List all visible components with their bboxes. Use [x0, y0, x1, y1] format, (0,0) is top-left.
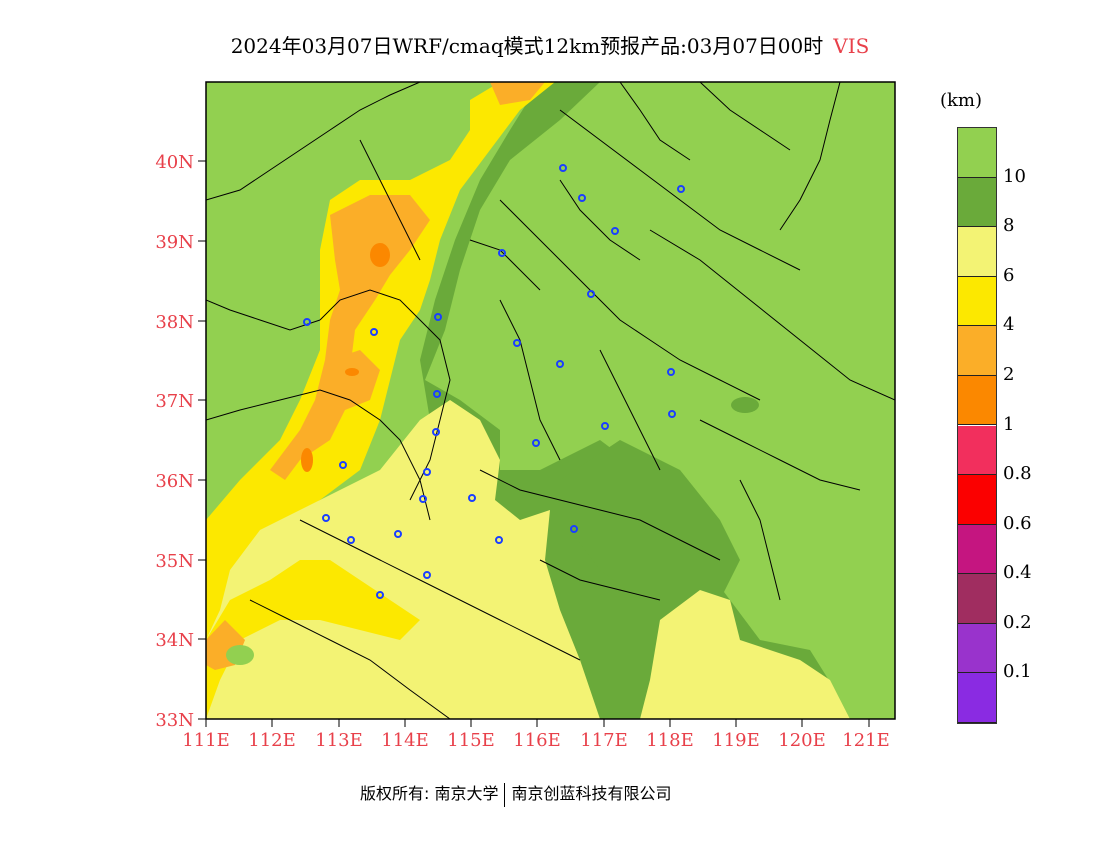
city-marker — [423, 571, 431, 579]
city-marker — [556, 360, 564, 368]
city-marker — [559, 164, 567, 172]
lon-label-119: 119E — [712, 730, 760, 751]
legend-label: 4 — [1003, 314, 1015, 336]
copyright-footer: 版权所有: 南京大学 南京创蓝科技有限公司 — [360, 780, 672, 807]
title-main: 2024年03月07日WRF/cmaq模式12km预报产品:03月07日00时 — [230, 34, 824, 58]
lon-label-111: 111E — [182, 730, 230, 751]
lon-ticks — [205, 719, 870, 727]
legend-label: 0.1 — [1003, 661, 1032, 683]
lat-label-39: 39N — [155, 232, 194, 253]
vis-region-6-8 — [206, 400, 600, 719]
city-marker — [432, 428, 440, 436]
city-marker — [601, 422, 609, 430]
lon-label-113: 113E — [315, 730, 363, 751]
lat-label-35: 35N — [155, 551, 194, 572]
city-marker — [532, 439, 540, 447]
vis-region-2-4-b — [330, 350, 380, 410]
legend-swatch — [958, 326, 996, 376]
lat-label-37: 37N — [155, 391, 194, 412]
legend-swatch — [958, 128, 996, 178]
city-marker — [513, 339, 521, 347]
lat-label-33: 33N — [155, 710, 194, 731]
city-marker — [347, 536, 355, 544]
city-marker — [433, 390, 441, 398]
city-marker — [578, 194, 586, 202]
vis-region-2-4-d — [490, 82, 545, 105]
legend-swatch — [958, 276, 996, 327]
city-marker — [587, 290, 595, 298]
vis-region-8-10-spot — [731, 397, 759, 413]
legend-swatch — [958, 673, 996, 723]
legend-label: 10 — [1003, 165, 1026, 187]
legend-swatch — [958, 623, 996, 674]
lon-label-121: 121E — [842, 730, 890, 751]
lon-label-114: 114E — [381, 730, 429, 751]
lon-label-117: 117E — [580, 730, 628, 751]
legend-label: 2 — [1003, 363, 1015, 385]
map-fill — [206, 82, 895, 719]
legend-label: 6 — [1003, 264, 1015, 286]
city-marker — [434, 313, 442, 321]
city-markers — [303, 164, 685, 599]
vis-region-gt10-spot — [226, 645, 254, 665]
legend-label: 0.6 — [1003, 512, 1032, 534]
city-marker — [339, 461, 347, 469]
lon-label-115: 115E — [447, 730, 495, 751]
vis-region-1-2-b — [345, 368, 359, 376]
city-marker — [495, 536, 503, 544]
legend-swatch — [958, 177, 996, 228]
lon-label-118: 118E — [646, 730, 694, 751]
lon-label-116: 116E — [513, 730, 561, 751]
title-variable: VIS — [833, 34, 870, 58]
city-marker — [376, 591, 384, 599]
legend-swatch — [958, 524, 996, 575]
legend-swatch — [958, 574, 996, 624]
city-marker — [423, 468, 431, 476]
lat-label-34: 34N — [155, 630, 194, 651]
city-marker — [468, 494, 476, 502]
legend-label: 0.4 — [1003, 562, 1032, 584]
city-marker — [570, 525, 578, 533]
city-marker — [668, 410, 676, 418]
lon-label-112: 112E — [248, 730, 296, 751]
vis-region-4-6-south — [206, 560, 420, 719]
legend-colorbar — [957, 127, 997, 724]
lon-label-120: 120E — [778, 730, 826, 751]
footer-right: 南京创蓝科技有限公司 — [511, 784, 672, 803]
city-marker — [667, 368, 675, 376]
vis-region-1-2-c — [301, 448, 313, 472]
city-marker — [370, 328, 378, 336]
lat-label-36: 36N — [155, 471, 194, 492]
city-marker — [322, 514, 330, 522]
city-marker — [419, 495, 427, 503]
footer-separator — [504, 782, 506, 807]
lat-ticks — [198, 160, 206, 720]
footer-left: 版权所有: 南京大学 — [360, 784, 499, 803]
chart-title: 2024年03月07日WRF/cmaq模式12km预报产品:03月07日00时 V… — [0, 30, 1100, 59]
vis-region-6-8-se — [640, 590, 850, 719]
vis-region-4-6 — [206, 82, 555, 640]
legend-swatch — [958, 227, 996, 277]
city-marker — [611, 227, 619, 235]
legend-swatch — [958, 425, 996, 476]
legend-label: 1 — [1003, 413, 1015, 435]
legend-swatch — [958, 375, 996, 426]
city-marker — [677, 185, 685, 193]
legend-unit: (km) — [940, 90, 983, 111]
legend-swatch — [958, 475, 996, 525]
lat-label-40: 40N — [155, 152, 194, 173]
admin-boundaries — [206, 82, 895, 719]
vis-region-1-2 — [370, 243, 390, 267]
city-marker — [394, 530, 402, 538]
legend-label: 8 — [1003, 215, 1015, 237]
city-marker — [303, 318, 311, 326]
legend-label: 0.8 — [1003, 463, 1032, 485]
vis-region-2-4 — [270, 195, 430, 480]
legend-label: 0.2 — [1003, 611, 1032, 633]
city-marker — [498, 249, 506, 257]
lat-label-38: 38N — [155, 312, 194, 333]
